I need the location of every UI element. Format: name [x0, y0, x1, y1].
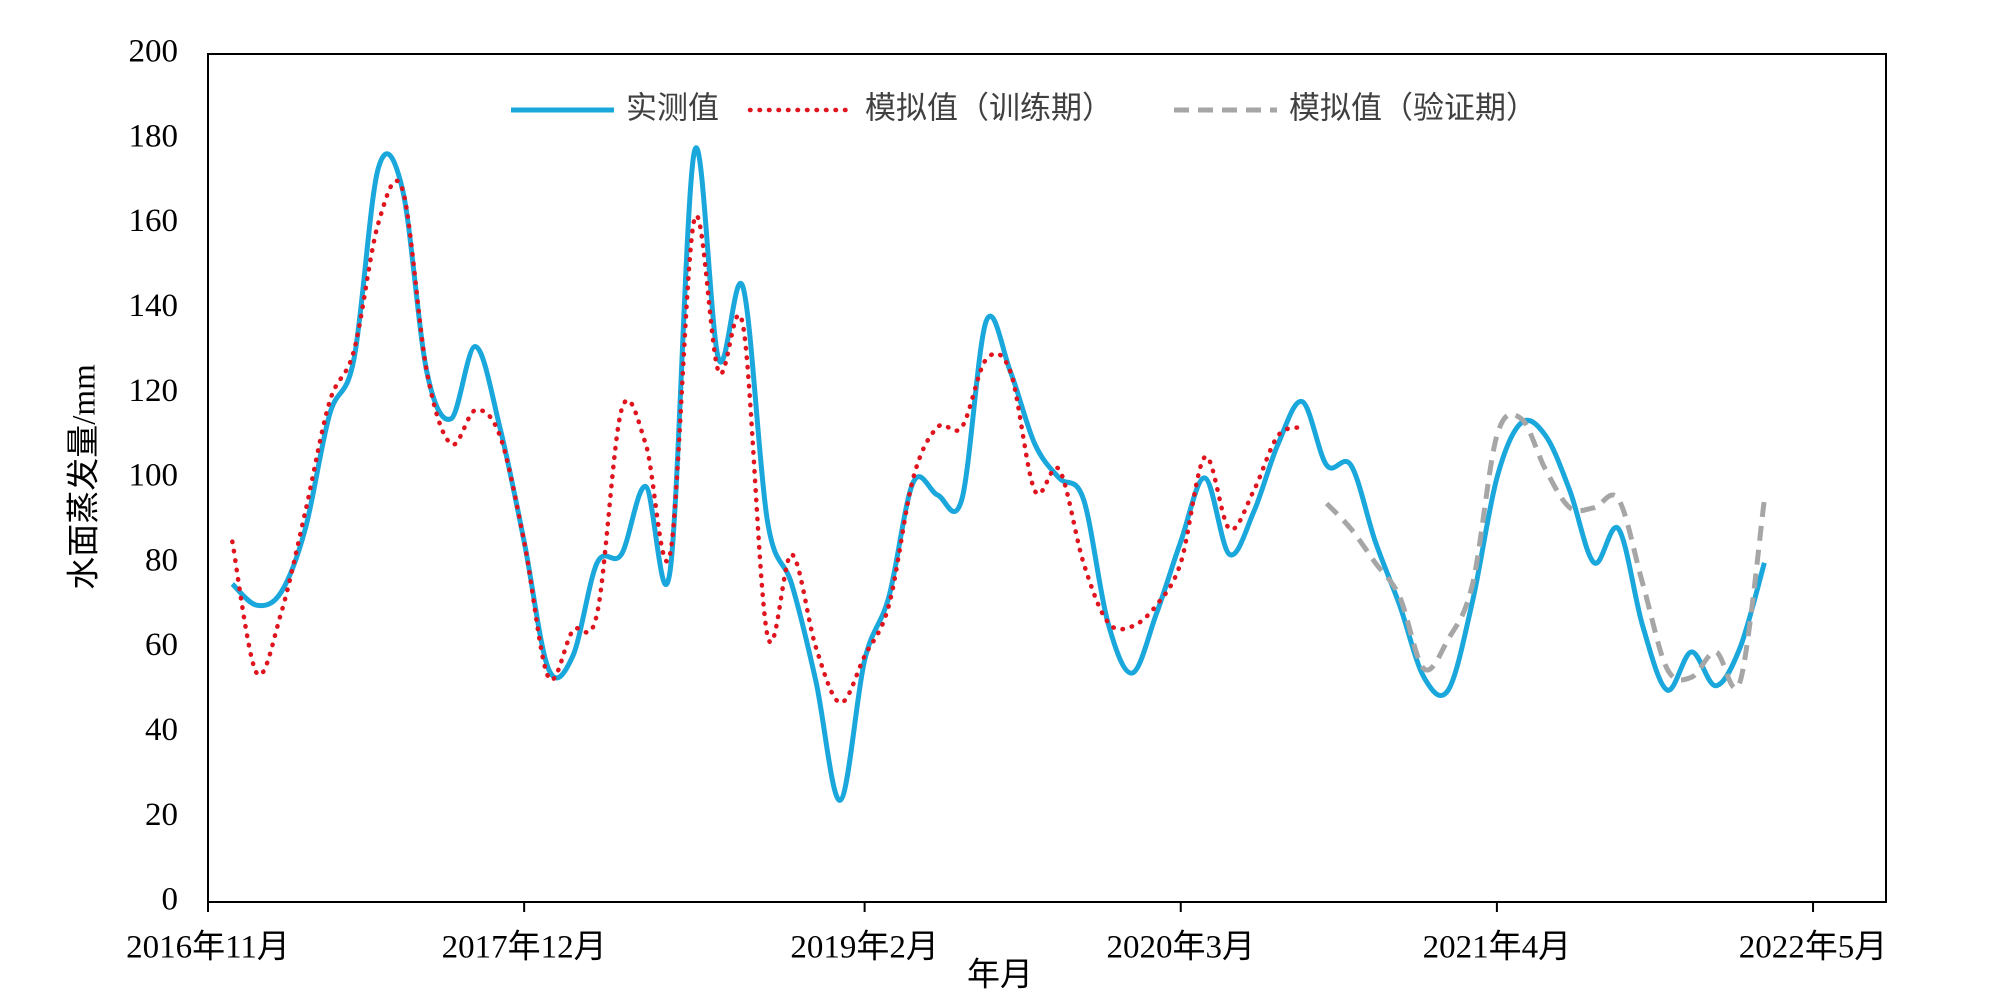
- y-tick-label: 40: [145, 712, 178, 748]
- y-tick-label: 200: [129, 34, 179, 70]
- legend-label: 模拟值（训练期）: [865, 91, 1113, 127]
- y-tick-label: 160: [129, 203, 179, 239]
- y-tick-label: 120: [129, 373, 179, 409]
- x-tick-label: 2016年11月: [126, 929, 290, 966]
- y-tick-label: 180: [129, 118, 179, 154]
- legend-label: 实测值: [626, 91, 719, 127]
- x-axis-title: 年月: [967, 957, 1033, 994]
- y-tick-label: 60: [145, 627, 178, 663]
- y-tick-label: 140: [129, 288, 179, 324]
- legend-label: 模拟值（验证期）: [1289, 91, 1537, 127]
- y-axis-title: 水面蒸发量/mm: [66, 364, 103, 590]
- x-tick-label: 2022年5月: [1739, 929, 1888, 966]
- series-line: [230, 178, 1305, 705]
- x-tick-label: 2017年12月: [442, 929, 607, 966]
- x-tick-label: 2020年3月: [1107, 929, 1256, 966]
- x-tick-label: 2019年2月: [790, 929, 939, 966]
- plot-frame: [207, 53, 1887, 903]
- series-line: [230, 145, 1767, 803]
- x-tick-label: 2021年4月: [1423, 929, 1572, 966]
- y-tick-label: 0: [162, 882, 179, 918]
- series-line: [1324, 411, 1767, 691]
- y-tick-label: 100: [129, 458, 179, 494]
- y-tick-label: 80: [145, 542, 178, 578]
- y-tick-label: 20: [145, 797, 178, 833]
